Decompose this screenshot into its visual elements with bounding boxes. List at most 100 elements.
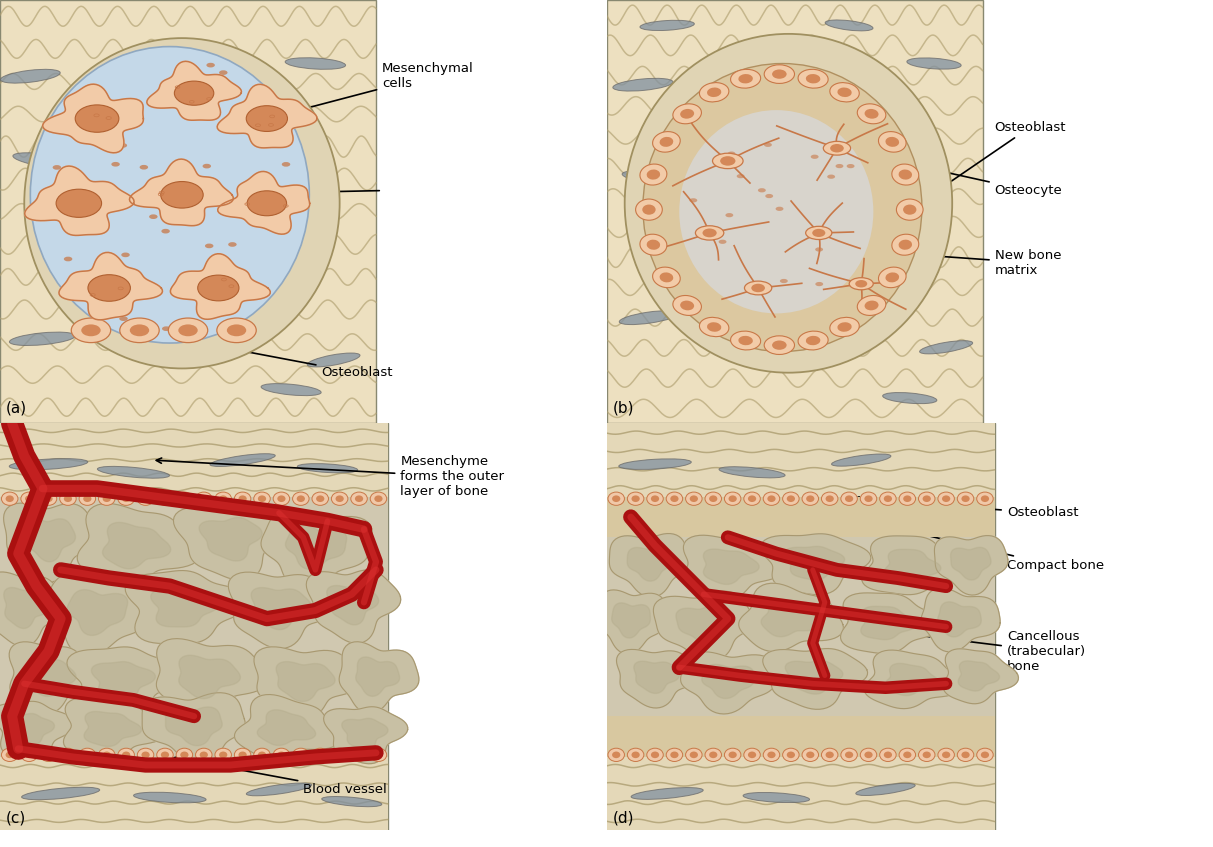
Ellipse shape: [137, 492, 154, 506]
Polygon shape: [606, 496, 995, 537]
Polygon shape: [938, 602, 981, 637]
Polygon shape: [27, 657, 76, 696]
Ellipse shape: [666, 492, 683, 506]
Ellipse shape: [798, 69, 828, 88]
Ellipse shape: [855, 280, 867, 287]
Ellipse shape: [858, 104, 885, 124]
Ellipse shape: [640, 20, 694, 30]
Ellipse shape: [234, 492, 251, 506]
Ellipse shape: [123, 751, 130, 758]
Text: Cancellous
(trabecular)
bone: Cancellous (trabecular) bone: [854, 625, 1086, 673]
Ellipse shape: [878, 131, 906, 152]
Ellipse shape: [736, 174, 745, 178]
Ellipse shape: [217, 318, 256, 342]
Ellipse shape: [195, 748, 212, 761]
Polygon shape: [606, 0, 1213, 424]
Ellipse shape: [810, 155, 819, 159]
Ellipse shape: [118, 748, 135, 761]
Ellipse shape: [87, 274, 131, 302]
Ellipse shape: [878, 267, 906, 288]
Ellipse shape: [97, 467, 170, 479]
Polygon shape: [306, 570, 400, 644]
Ellipse shape: [163, 326, 171, 331]
Ellipse shape: [892, 164, 918, 185]
Ellipse shape: [30, 47, 309, 343]
Ellipse shape: [763, 492, 780, 506]
Polygon shape: [59, 252, 163, 320]
Ellipse shape: [608, 748, 625, 761]
Ellipse shape: [608, 492, 625, 506]
Ellipse shape: [239, 751, 246, 758]
Ellipse shape: [181, 751, 188, 758]
Ellipse shape: [981, 751, 989, 758]
Ellipse shape: [879, 748, 896, 761]
Polygon shape: [884, 663, 939, 695]
Ellipse shape: [119, 143, 127, 147]
Polygon shape: [78, 503, 201, 588]
Polygon shape: [178, 656, 240, 699]
Polygon shape: [864, 650, 963, 709]
Ellipse shape: [103, 751, 110, 758]
Polygon shape: [156, 639, 268, 717]
Ellipse shape: [375, 495, 382, 502]
Ellipse shape: [336, 495, 343, 502]
Polygon shape: [261, 508, 372, 589]
Ellipse shape: [653, 131, 680, 152]
Ellipse shape: [195, 492, 212, 506]
Ellipse shape: [312, 492, 329, 506]
Ellipse shape: [160, 181, 203, 208]
Polygon shape: [763, 649, 867, 709]
Ellipse shape: [613, 495, 620, 502]
Ellipse shape: [246, 106, 287, 131]
Ellipse shape: [56, 189, 102, 218]
Ellipse shape: [805, 74, 820, 83]
Ellipse shape: [25, 495, 33, 502]
Ellipse shape: [849, 278, 873, 290]
Ellipse shape: [331, 748, 348, 761]
Ellipse shape: [729, 495, 736, 502]
Ellipse shape: [847, 164, 854, 169]
Ellipse shape: [865, 109, 878, 119]
Ellipse shape: [730, 331, 761, 350]
Ellipse shape: [297, 751, 304, 758]
Ellipse shape: [899, 748, 916, 761]
Text: (d): (d): [613, 811, 634, 826]
Polygon shape: [84, 711, 142, 746]
Ellipse shape: [297, 463, 358, 473]
Polygon shape: [596, 590, 666, 654]
Ellipse shape: [981, 495, 989, 502]
Text: Trabeculae: Trabeculae: [211, 605, 376, 625]
Ellipse shape: [689, 198, 697, 202]
Ellipse shape: [176, 492, 193, 506]
Text: Mesenchymal
cells: Mesenchymal cells: [272, 62, 474, 119]
Ellipse shape: [764, 65, 795, 84]
Polygon shape: [606, 496, 995, 757]
Polygon shape: [326, 584, 378, 625]
Ellipse shape: [700, 318, 729, 336]
Polygon shape: [171, 254, 270, 319]
Ellipse shape: [103, 495, 110, 502]
Polygon shape: [676, 606, 731, 644]
Ellipse shape: [680, 301, 694, 310]
Polygon shape: [42, 573, 153, 656]
Ellipse shape: [24, 38, 340, 368]
Ellipse shape: [273, 492, 290, 506]
Ellipse shape: [1, 492, 18, 506]
Ellipse shape: [902, 204, 917, 215]
Polygon shape: [861, 536, 967, 595]
Ellipse shape: [278, 751, 285, 758]
Ellipse shape: [907, 58, 961, 69]
Ellipse shape: [845, 751, 853, 758]
Polygon shape: [761, 599, 819, 637]
Ellipse shape: [203, 163, 211, 169]
Ellipse shape: [904, 495, 911, 502]
Ellipse shape: [821, 748, 838, 761]
Ellipse shape: [768, 751, 775, 758]
Ellipse shape: [156, 748, 173, 761]
Ellipse shape: [627, 492, 644, 506]
Ellipse shape: [261, 384, 321, 396]
Ellipse shape: [771, 340, 786, 350]
Ellipse shape: [64, 257, 73, 262]
Ellipse shape: [712, 153, 744, 169]
Ellipse shape: [771, 69, 786, 79]
